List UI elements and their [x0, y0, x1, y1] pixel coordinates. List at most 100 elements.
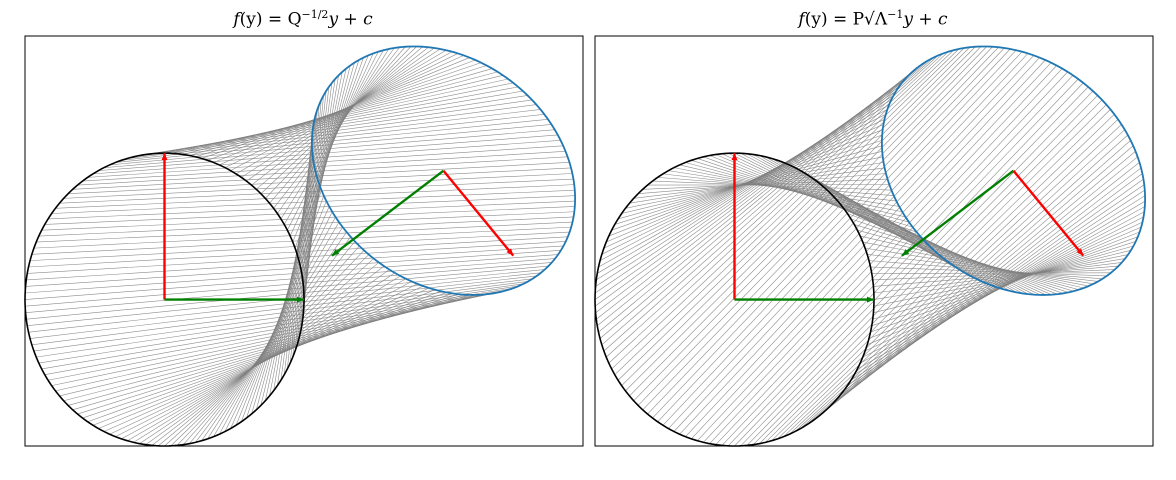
connector-line [606, 55, 939, 358]
connector-line [596, 95, 894, 281]
connector-line [614, 50, 954, 375]
connector-line [657, 177, 894, 196]
connector-line [662, 50, 1017, 426]
green-axis-vector [331, 169, 445, 257]
connector-line [753, 95, 1098, 445]
connector-line [292, 124, 314, 358]
connector-line [176, 75, 504, 155]
connector-line [746, 90, 1094, 446]
connector-line [871, 241, 1136, 327]
connector-line [603, 57, 934, 352]
connector-line [709, 68, 1063, 444]
connector-line [652, 180, 892, 191]
unit-circle [24, 152, 305, 447]
connector-line [597, 99, 892, 274]
axes-frame [594, 35, 1154, 447]
connector-line [289, 129, 313, 364]
connector-line [195, 236, 351, 443]
connector-line [207, 226, 343, 439]
connector-line [33, 221, 573, 249]
connector-line [77, 293, 459, 415]
arrow-head [297, 296, 304, 303]
connector-line [103, 129, 555, 168]
connector-line [41, 206, 575, 231]
connector-line [189, 241, 356, 444]
connector-line [625, 156, 883, 209]
connector-line [597, 68, 917, 326]
connector-line [25, 262, 552, 307]
connector-line [867, 254, 1099, 282]
connector-line [158, 86, 519, 154]
connector-line [872, 245, 1134, 320]
arrow-head [331, 249, 340, 256]
connector-line [44, 200, 576, 225]
connector-line [789, 124, 1122, 435]
connector-line [673, 167, 903, 213]
connector-line [873, 254, 1129, 307]
connector-line [151, 265, 385, 446]
connector-line [38, 211, 575, 237]
connector-line [599, 62, 925, 339]
connector-line [302, 95, 324, 320]
arrow-head [731, 153, 738, 161]
arrow-head [506, 248, 514, 256]
connector-line [63, 173, 573, 199]
connector-line [301, 99, 322, 326]
chart-plot-right [594, 35, 1154, 447]
arrow-head [1076, 248, 1084, 256]
connector-line [765, 104, 1107, 443]
connector-line [685, 57, 1040, 437]
connector-line [183, 245, 360, 445]
connector-line [31, 226, 572, 255]
connector-line [734, 82, 1084, 447]
connector-line [164, 258, 374, 447]
red-axis-vector [1012, 169, 1085, 257]
connector-line [127, 278, 407, 441]
connector-line [294, 119, 315, 352]
connector-line [48, 195, 576, 220]
connector-line [158, 262, 380, 447]
connector-line [139, 272, 395, 444]
connector-line [728, 78, 1079, 447]
connector-line [82, 150, 566, 182]
connector-line [835, 173, 1143, 402]
connector-line [595, 75, 909, 313]
connector-line [26, 269, 545, 320]
connector-line [652, 47, 1005, 419]
connector-line [145, 269, 390, 445]
connector-line [867, 226, 1142, 346]
connector-line [771, 109, 1111, 441]
connector-line [868, 260, 1103, 280]
connector-line [596, 71, 913, 320]
connector-line [145, 95, 528, 155]
transformed-ellipse [310, 45, 577, 296]
connector-line [195, 65, 487, 158]
connector-line [29, 278, 533, 339]
connector-line [303, 86, 330, 307]
connector-line [598, 65, 921, 333]
connector-line [133, 275, 401, 443]
connector-line [864, 221, 1143, 352]
connector-line [59, 178, 574, 204]
connector-lines [594, 46, 1146, 447]
connector-line [170, 254, 370, 447]
connector-line [759, 99, 1103, 444]
green-axis-vector [901, 169, 1015, 257]
connector-line [679, 164, 906, 218]
connector-line [625, 47, 970, 392]
connector-line [873, 250, 1131, 313]
connector-line [870, 236, 1138, 333]
connector-line [668, 51, 1023, 429]
connector-line [629, 46, 976, 397]
connector-line [843, 184, 1145, 392]
connector-line [816, 151, 1136, 419]
connector-line [151, 90, 524, 155]
connector-line [715, 71, 1068, 445]
connector-line [868, 231, 1140, 339]
connector-line [783, 119, 1119, 437]
connector-line [800, 134, 1129, 429]
connector-line [109, 124, 552, 166]
connector-line [98, 134, 558, 171]
connector-line [811, 145, 1134, 423]
connector-line [633, 167, 885, 199]
